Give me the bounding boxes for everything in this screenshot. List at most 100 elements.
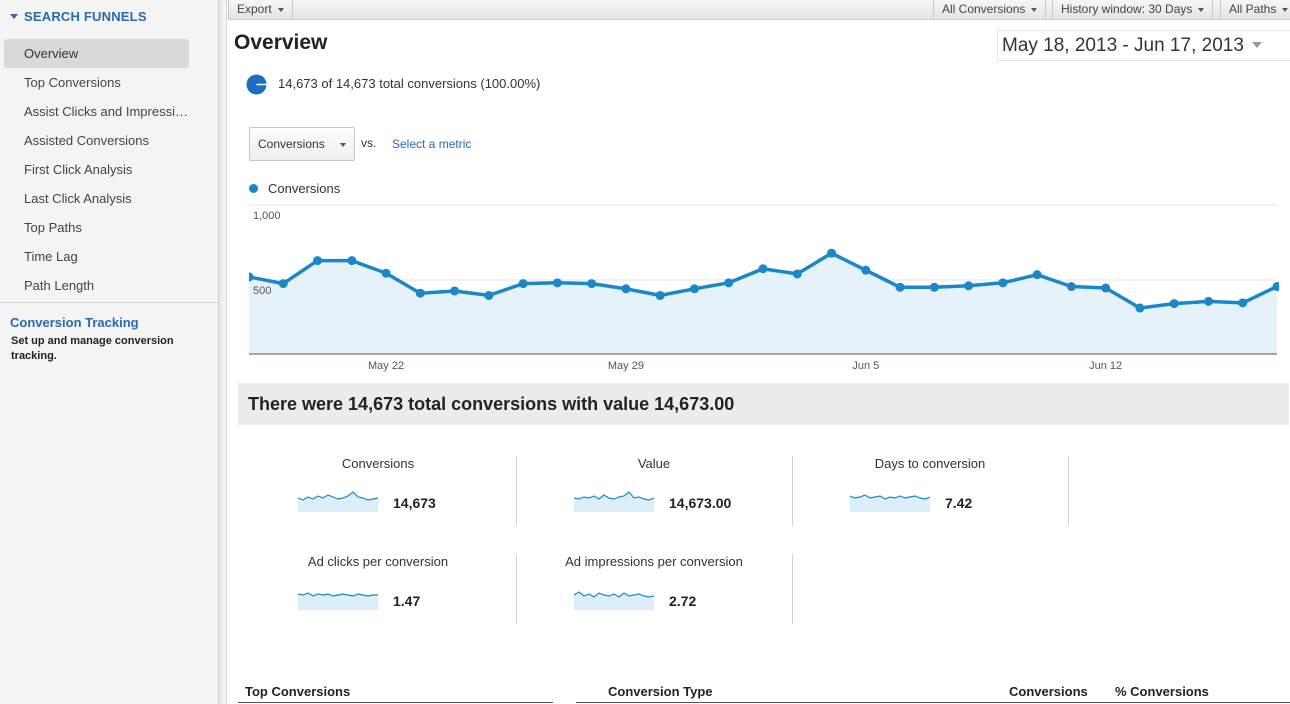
chart-point[interactable] xyxy=(518,279,528,289)
sidebar-item-overview[interactable]: Overview xyxy=(4,39,189,68)
column-header-conversions[interactable]: Conversions xyxy=(1009,684,1088,699)
chart-point[interactable] xyxy=(450,286,460,296)
chart-point[interactable] xyxy=(929,282,939,292)
chart-legend: Conversions xyxy=(249,181,340,196)
sidebar-item-first-click-analysis[interactable]: First Click Analysis xyxy=(24,162,133,177)
chevron-down-icon xyxy=(1198,8,1205,12)
y-tick-label: 500 xyxy=(253,285,271,297)
chart-point[interactable] xyxy=(998,278,1008,288)
sidebar-item-assisted-conversions[interactable]: Assisted Conversions xyxy=(24,133,149,148)
chart-point[interactable] xyxy=(964,281,974,291)
sidebar-item-top-paths[interactable]: Top Paths xyxy=(24,220,82,235)
all-paths-label: All Paths xyxy=(1229,2,1277,16)
chart-point[interactable] xyxy=(758,264,768,274)
export-label: Export xyxy=(237,2,272,16)
collapse-triangle-icon xyxy=(10,14,18,19)
metric-value: 2.72 xyxy=(669,593,697,609)
metric-value: 7.42 xyxy=(945,495,973,511)
history-window-dropdown[interactable]: History window: 30 Days xyxy=(1052,0,1214,19)
search-funnels-label: SEARCH FUNNELS xyxy=(24,9,147,24)
metric-value: 14,673.00 xyxy=(669,495,732,511)
metric-dropdown[interactable]: Conversions xyxy=(249,127,355,161)
metric-label: Value xyxy=(637,456,671,471)
chart-point[interactable] xyxy=(1066,282,1076,292)
chart-point[interactable] xyxy=(1169,299,1179,309)
segment-summary: 14,673 of 14,673 total conversions (100.… xyxy=(278,76,541,91)
sidebar-item-time-lag[interactable]: Time Lag xyxy=(24,249,78,264)
top-conversions-heading: Top Conversions xyxy=(245,684,351,699)
card-divider xyxy=(792,554,793,624)
chart-point[interactable] xyxy=(1032,270,1042,280)
column-header-conversion-type[interactable]: Conversion Type xyxy=(608,684,713,699)
sparkline-icon xyxy=(298,592,378,610)
sidebar-splitter[interactable] xyxy=(219,0,227,704)
chart-point[interactable] xyxy=(895,282,905,292)
conversions-line-chart: May 22 May 29 Jun 5 Jun 12 1,000 500 xyxy=(249,204,1280,372)
chart-point[interactable] xyxy=(278,279,288,289)
sparkline-icon xyxy=(850,494,930,512)
chart-point[interactable] xyxy=(861,265,871,275)
card-divider xyxy=(792,456,793,526)
chart-point[interactable] xyxy=(552,278,562,288)
chart-point[interactable] xyxy=(587,279,597,289)
sidebar-item-top-conversions[interactable]: Top Conversions xyxy=(24,75,121,90)
sidebar-item-path-length[interactable]: Path Length xyxy=(24,278,95,293)
sidebar-item-last-click-analysis[interactable]: Last Click Analysis xyxy=(24,191,132,206)
chart-area-fill xyxy=(249,253,1277,354)
chart-point[interactable] xyxy=(484,290,494,300)
metric-label: Days to conversion xyxy=(874,456,986,471)
export-button[interactable]: Export xyxy=(228,0,293,19)
page-title: Overview xyxy=(234,31,328,54)
conversion-tracking-description: Set up and manage conversion tracking. xyxy=(11,335,174,362)
chevron-down-icon xyxy=(340,143,346,147)
chart-point[interactable] xyxy=(313,256,323,266)
chevron-down-icon xyxy=(277,8,284,12)
card-divider xyxy=(516,554,517,624)
summary-banner: There were 14,673 total conversions with… xyxy=(238,383,1289,425)
x-tick-label: May 22 xyxy=(368,360,404,372)
date-range-label: May 18, 2013 - Jun 17, 2013 xyxy=(1002,35,1244,56)
metric-card-ad-impressions-per-conversion[interactable]: Ad impressions per conversion 2.72 xyxy=(516,554,792,626)
chart-point[interactable] xyxy=(621,284,631,294)
conversion-tracking-link[interactable]: Conversion Tracking xyxy=(10,315,139,330)
x-tick-label: Jun 12 xyxy=(1089,360,1122,372)
chart-point[interactable] xyxy=(655,290,665,300)
metric-card-conversions[interactable]: Conversions 14,673 xyxy=(240,456,516,528)
toolbar: Export All Conversions History window: 3… xyxy=(228,0,1290,20)
chevron-down-icon xyxy=(1031,8,1038,12)
chart-point[interactable] xyxy=(792,269,802,279)
all-conversions-dropdown[interactable]: All Conversions xyxy=(933,0,1047,19)
chart-point[interactable] xyxy=(1135,303,1145,313)
date-range-picker[interactable]: May 18, 2013 - Jun 17, 2013 xyxy=(997,30,1290,61)
legend-dot xyxy=(249,184,258,193)
chart-point[interactable] xyxy=(724,278,734,288)
metric-value: 14,673 xyxy=(393,495,436,511)
search-funnels-header[interactable]: SEARCH FUNNELS xyxy=(10,9,147,24)
sidebar-divider xyxy=(0,302,219,303)
metric-card-value[interactable]: Value 14,673.00 xyxy=(516,456,792,528)
metric-card-days-to-conversion[interactable]: Days to conversion 7.42 xyxy=(792,456,1068,528)
chart-point[interactable] xyxy=(1272,282,1280,292)
sparkline-icon xyxy=(298,491,378,512)
chart-point[interactable] xyxy=(381,268,391,278)
chart-point[interactable] xyxy=(1203,296,1213,306)
chart-point[interactable] xyxy=(1238,298,1248,308)
chart-point[interactable] xyxy=(827,248,837,258)
chart-point[interactable] xyxy=(1101,283,1111,293)
chart-point[interactable] xyxy=(415,288,425,298)
select-metric-link[interactable]: Select a metric xyxy=(392,137,472,151)
card-divider xyxy=(516,456,517,526)
metric-label: Conversions xyxy=(341,456,415,471)
x-tick-label: Jun 5 xyxy=(852,360,879,372)
sidebar-item-assist-clicks[interactable]: Assist Clicks and Impressions xyxy=(24,104,189,119)
history-window-label: History window: 30 Days xyxy=(1061,2,1193,16)
all-paths-dropdown[interactable]: All Paths xyxy=(1220,0,1290,19)
chart-point[interactable] xyxy=(249,272,254,282)
chart-point[interactable] xyxy=(689,284,699,294)
column-header-pct-conversions[interactable]: % Conversions xyxy=(1115,684,1209,699)
metric-dropdown-label: Conversions xyxy=(258,137,325,151)
x-tick-label: May 29 xyxy=(608,360,644,372)
chart-point[interactable] xyxy=(347,256,357,266)
metric-card-ad-clicks-per-conversion[interactable]: Ad clicks per conversion 1.47 xyxy=(240,554,516,626)
segment-pie-icon xyxy=(246,74,267,95)
